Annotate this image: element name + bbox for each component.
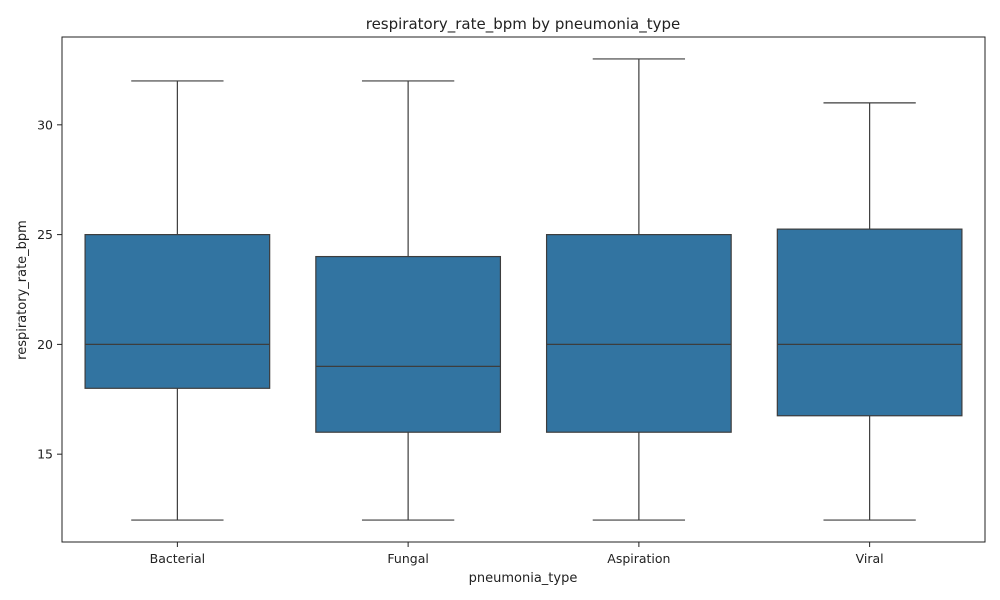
iqr-box	[776, 228, 963, 417]
x-axis: Bacterial Fungal Aspiration Viral	[150, 542, 884, 566]
x-tick-label-fungal: Fungal	[387, 551, 428, 566]
iqr-box	[545, 234, 732, 433]
x-tick-label-viral: Viral	[856, 551, 884, 566]
plot-area	[84, 58, 963, 521]
x-tick-label-bacterial: Bacterial	[150, 551, 205, 566]
iqr-box	[84, 234, 271, 389]
chart-title: respiratory_rate_bpm by pneumonia_type	[366, 15, 681, 34]
box-viral	[776, 102, 963, 521]
y-tick-label: 30	[37, 117, 53, 132]
box-bacterial	[84, 80, 271, 521]
iqr-box	[315, 255, 502, 433]
y-axis: 15 20 25 30	[37, 117, 62, 462]
x-tick-label-aspiration: Aspiration	[607, 551, 670, 566]
plot-frame	[61, 36, 986, 543]
x-axis-title: pneumonia_type	[469, 571, 578, 586]
y-tick-label: 25	[37, 227, 53, 242]
box-aspiration	[545, 58, 732, 521]
box-fungal	[315, 80, 502, 521]
y-tick-label: 15	[37, 447, 53, 462]
y-tick-label: 20	[37, 337, 53, 352]
y-axis-title: respiratory_rate_bpm	[15, 220, 30, 360]
